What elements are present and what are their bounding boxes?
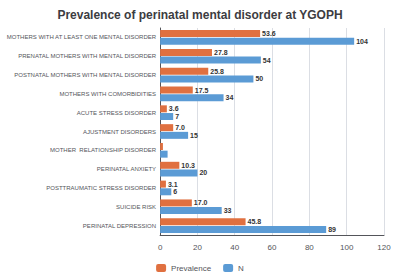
svg-text:20: 20 [193,243,202,252]
svg-text:10.3: 10.3 [181,162,195,169]
svg-text:0: 0 [158,243,163,252]
svg-text:100: 100 [340,243,354,252]
svg-text:MOTHERS WITH COMORBIDITIES: MOTHERS WITH COMORBIDITIES [59,91,156,97]
svg-text:N: N [238,264,244,273]
svg-text:34: 34 [226,94,234,101]
svg-text:Prevalence: Prevalence [171,264,212,273]
svg-text:33: 33 [224,207,232,214]
svg-text:54: 54 [263,57,271,64]
svg-text:POSTTRAUMATIC STRESS DISORDER: POSTTRAUMATIC STRESS DISORDER [46,185,157,191]
svg-text:7.0: 7.0 [175,124,185,131]
svg-text:20: 20 [199,169,207,176]
svg-text:MOTHERS WITH AT LEAST ONE MENT: MOTHERS WITH AT LEAST ONE MENTAL DISORDE… [7,34,157,40]
svg-text:40: 40 [230,243,239,252]
svg-text:60: 60 [268,243,277,252]
svg-text:45.8: 45.8 [248,218,262,225]
svg-text:6: 6 [173,188,177,195]
svg-text:Prevalence of perinatal mental: Prevalence of perinatal mental disorder … [57,8,342,22]
svg-text:15: 15 [190,132,198,139]
svg-text:80: 80 [305,243,314,252]
svg-text:POSTNATAL MOTHERS WITH MENTAL: POSTNATAL MOTHERS WITH MENTAL DISORDER [14,72,157,78]
svg-text:MOTHER RELATIONSHIP DISORDER: MOTHER RELATIONSHIP DISORDER [50,147,157,153]
svg-text:27.8: 27.8 [214,49,228,56]
svg-text:ACUTE STRESS DISORDER: ACUTE STRESS DISORDER [77,110,157,116]
svg-text:104: 104 [356,38,368,45]
svg-text:SUICIDE RISK: SUICIDE RISK [116,204,156,210]
svg-text:AJUSTMENT DISORDERS: AJUSTMENT DISORDERS [83,129,156,135]
svg-text:PERINATAL ANXIETY: PERINATAL ANXIETY [97,166,156,172]
svg-text:17.0: 17.0 [194,199,208,206]
svg-text:25.8: 25.8 [210,68,224,75]
svg-text:7: 7 [175,113,179,120]
svg-text:120: 120 [377,243,391,252]
svg-text:89: 89 [328,226,336,233]
svg-text:PERINATAL DEPRESSION: PERINATAL DEPRESSION [83,223,156,229]
svg-text:50: 50 [255,75,263,82]
svg-text:17.5: 17.5 [195,87,209,94]
svg-text:53.6: 53.6 [262,30,276,37]
svg-text:3.6: 3.6 [169,105,179,112]
svg-text:3.1: 3.1 [168,181,178,188]
svg-text:PRENATAL MOTHERS WITH MENTAL D: PRENATAL MOTHERS WITH MENTAL DISORDER [18,53,157,59]
